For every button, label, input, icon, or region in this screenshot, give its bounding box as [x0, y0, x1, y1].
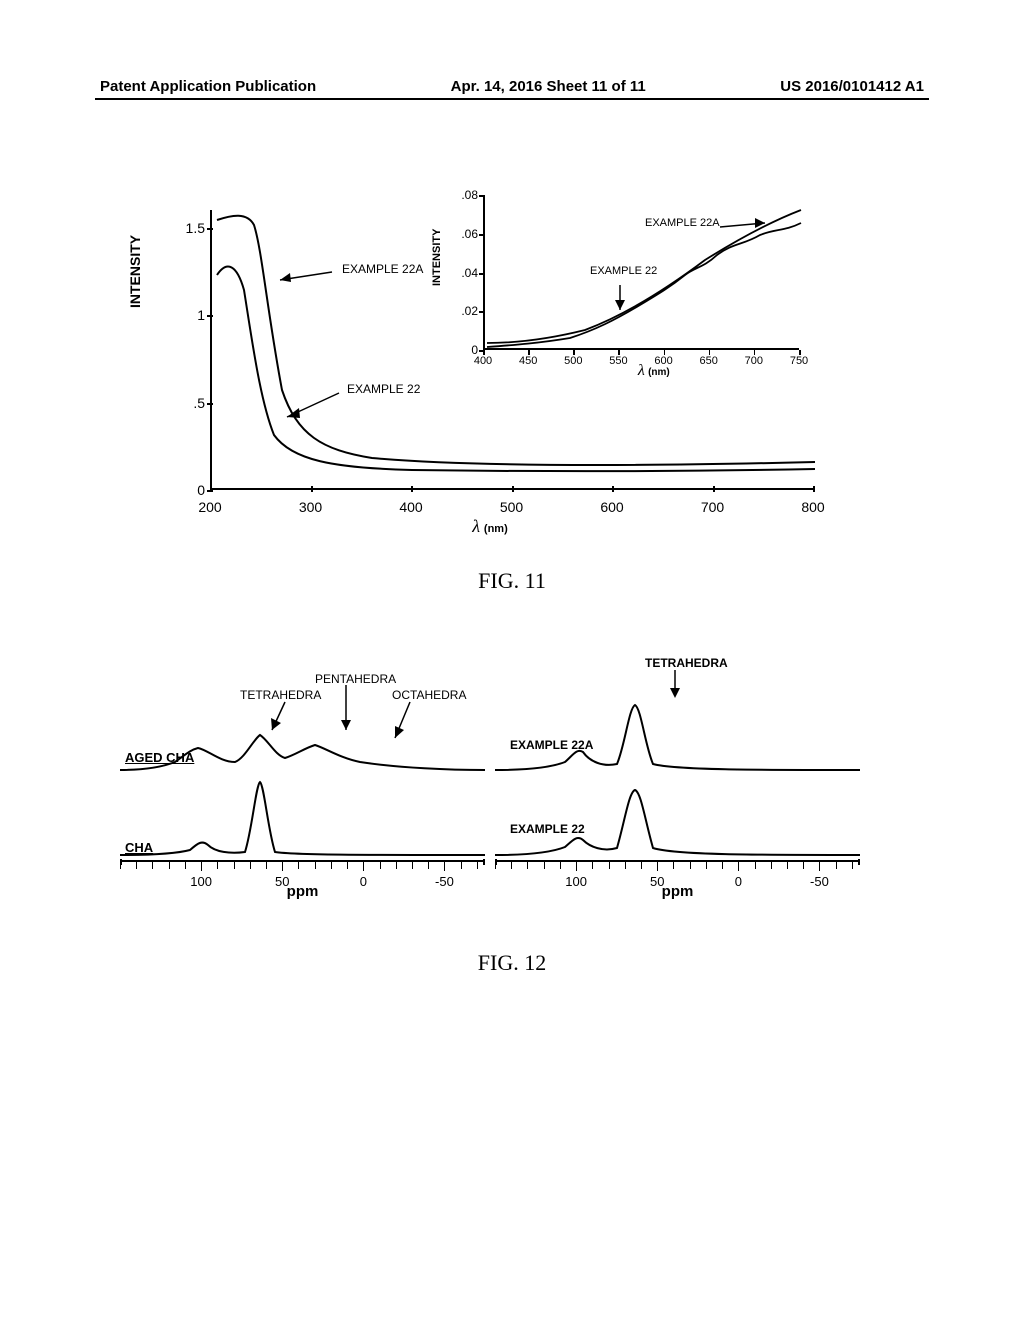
- header-rule: [95, 98, 929, 100]
- label-ex22a: EXAMPLE 22A: [510, 738, 593, 752]
- inset-curve-ex22: [487, 223, 801, 347]
- header-right: US 2016/0101412 A1: [780, 78, 924, 95]
- label-pentahedra: PENTAHEDRA: [315, 672, 396, 686]
- inset-xtick-label: 500: [564, 355, 582, 367]
- inset-ytick-label: .08: [450, 188, 478, 202]
- fig12-left-axis: 100500-50: [120, 860, 485, 870]
- header-left: Patent Application Publication: [100, 78, 316, 95]
- lambda-symbol: λ: [638, 362, 645, 379]
- page-header: Patent Application Publication Apr. 14, …: [0, 78, 1024, 95]
- label-cha: CHA: [125, 840, 153, 855]
- arrow-head-icon: [615, 300, 625, 310]
- xtick-label: 400: [399, 499, 422, 515]
- inset-xtick-label: 550: [609, 355, 627, 367]
- xtick-label: 300: [299, 499, 322, 515]
- fig11-ylabel: INTENSITY: [127, 235, 143, 308]
- xtick-label: 500: [500, 499, 523, 515]
- inset-xtick-label: 450: [519, 355, 537, 367]
- ytick-label: .5: [185, 395, 205, 411]
- xtick-label: 700: [701, 499, 724, 515]
- fig12-right-axis: 100500-50: [495, 860, 860, 870]
- fig11-xlabel: λ (nm): [472, 516, 508, 537]
- figure-11: INTENSITY EXAMPLE 22A EXAMPLE 22 0 .5 1 1.5…: [155, 200, 825, 535]
- fig12-title: FIG. 12: [478, 950, 546, 976]
- arrow-head-icon: [670, 688, 680, 698]
- fig12-left-xlabel: ppm: [287, 883, 319, 900]
- inset-axes: EXAMPLE 22A EXAMPLE 22: [483, 195, 799, 350]
- spec-tick-label: -50: [435, 874, 454, 889]
- inset-label-ex22a: EXAMPLE 22A: [645, 217, 720, 229]
- spectrum-cha: [120, 782, 485, 855]
- inset-ylabel: INTENSITY: [431, 229, 443, 286]
- spec-tick-label: 100: [565, 874, 587, 889]
- fig12-right-xlabel: ppm: [662, 883, 694, 900]
- xtick-label: 800: [801, 499, 824, 515]
- spec-tick-label: 100: [190, 874, 212, 889]
- arrow-head-icon: [280, 273, 291, 282]
- inset-ytick-label: .06: [450, 227, 478, 241]
- fig11-label-ex22a: EXAMPLE 22A: [342, 262, 423, 276]
- fig11-label-ex22: EXAMPLE 22: [347, 382, 420, 396]
- xtick-label: 200: [198, 499, 221, 515]
- inset-ytick-label: .02: [450, 304, 478, 318]
- inset-xlabel: λ (nm): [638, 362, 670, 380]
- fig12-right-panel: EXAMPLE 22A EXAMPLE 22 100500-50 ppm: [495, 700, 860, 900]
- xtick-label: 600: [600, 499, 623, 515]
- fig11-inset: INTENSITY EXAMPLE 22A EXAMPLE 22 0.02.04…: [445, 190, 805, 380]
- inset-label-ex22: EXAMPLE 22: [590, 265, 657, 277]
- fig12-left-panel: AGED CHA CHA 100500-50 ppm: [120, 700, 485, 900]
- label-aged-cha: AGED CHA: [125, 750, 194, 765]
- ytick-label: 1.5: [185, 220, 205, 236]
- label-ex22: EXAMPLE 22: [510, 822, 585, 836]
- inset-xtick-label: 400: [474, 355, 492, 367]
- fig12-left-spectra: [120, 700, 485, 900]
- fig12-right-spectra: [495, 700, 860, 900]
- inset-ytick-label: .04: [450, 266, 478, 280]
- nm-unit: (nm): [484, 523, 508, 535]
- spec-tick-label: 0: [735, 874, 742, 889]
- inset-xtick-label: 650: [700, 355, 718, 367]
- fig11-title: FIG. 11: [478, 568, 546, 594]
- spec-tick-label: -50: [810, 874, 829, 889]
- lambda-symbol: λ: [472, 516, 480, 536]
- spec-tick-label: 0: [360, 874, 367, 889]
- ytick-label: 0: [185, 482, 205, 498]
- arrow-head-icon: [341, 720, 351, 730]
- inset-xtick-label: 700: [745, 355, 763, 367]
- header-center: Apr. 14, 2016 Sheet 11 of 11: [451, 78, 646, 95]
- inset-xtick-label: 750: [790, 355, 808, 367]
- figure-12: TETRAHEDRA PENTAHEDRA OCTAHEDRA TETRAHED…: [120, 660, 860, 930]
- arrow-head-icon: [287, 408, 300, 418]
- nm-unit: (nm): [648, 367, 670, 378]
- ytick-label: 1: [185, 307, 205, 323]
- label-tetrahedra-right: TETRAHEDRA: [645, 656, 728, 670]
